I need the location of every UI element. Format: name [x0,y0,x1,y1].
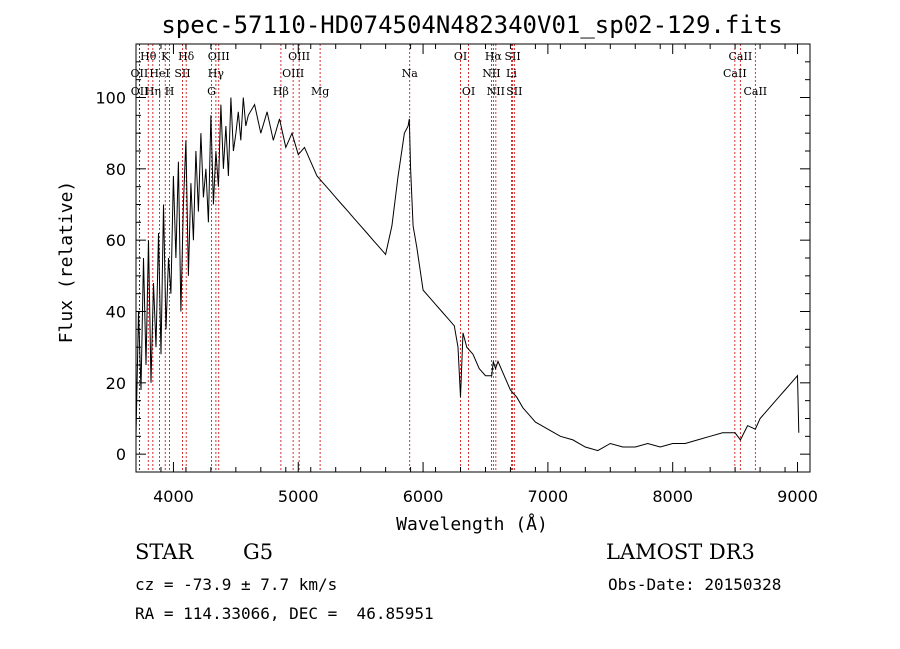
spectral-line-label: HeI [149,67,169,80]
x-axis-label: Wavelength (Å) [396,513,548,535]
chart-title: spec-57110-HD074504N482340V01_sp02-129.f… [161,11,782,39]
spectral-line-label: SII [504,50,520,63]
spectral-line-label: Hγ [208,67,225,80]
x-tick-label: 6000 [403,487,444,506]
x-tick-label: 4000 [153,487,194,506]
spectral-line-label: OIII [208,50,230,63]
spectral-line-label: OI [462,85,475,98]
spectral-line-label: Li [506,67,517,80]
spectral-line-label: Hη [145,85,161,98]
spectral-line-label: CaII [729,50,753,63]
spectral-line-label: Na [402,67,419,80]
y-tick-label: 100 [95,89,126,108]
spectral-line-label: OI [454,50,467,63]
y-tick-label: 80 [106,160,126,179]
x-tick-label: 7000 [528,487,569,506]
x-axis: 4000 5000 6000 7000 8000 9000 [135,44,818,506]
spectral-line-label: SII [506,85,522,98]
y-tick-label: 0 [116,445,126,464]
coordinates: RA = 114.33066, DEC = 46.85951 [135,604,434,623]
radial-velocity: cz = -73.9 ± 7.7 km/s [135,575,338,594]
x-tick-label: 5000 [278,487,319,506]
object-class: STAR [135,540,194,564]
spectral-line-markers [138,44,756,472]
spectral-line-label: CaII [743,85,767,98]
spectral-line-label: NII [487,85,505,98]
spectral-line-label: Mg [311,85,329,98]
spectral-line-label: OII [131,67,149,80]
x-tick-label: 9000 [777,487,818,506]
spectral-line-label: H [165,85,175,98]
spectrum-series-line [135,97,800,452]
spectral-line-label: Hθ [140,50,157,63]
spectral-line-label: G [207,85,216,98]
spectral-line-label: CaII [723,67,747,80]
spectral-line-label: NII [482,67,500,80]
spectral-line-label: Hδ [178,50,195,63]
spectral-line-label: Hα [485,50,503,63]
y-tick-label: 40 [106,303,126,322]
plot-frame [135,43,811,473]
x-tick-label: 8000 [652,487,693,506]
y-axis-label: Flux (relative) [56,181,77,344]
y-tick-label: 20 [106,374,126,393]
spectral-line-label: Hβ [273,85,289,98]
spectral-line-label: OII [131,85,149,98]
spectral-line-label: SII [174,67,190,80]
observation-date: Obs-Date: 20150328 [608,575,782,594]
spectral-line-label: K [161,50,170,63]
y-axis: 0 20 40 60 80 100 [95,61,810,464]
spectral-line-label: OIII [288,50,310,63]
y-tick-label: 60 [106,231,126,250]
spectral-line-label: OIII [282,67,304,80]
survey-name: LAMOST DR3 [606,540,755,564]
object-subclass: G5 [243,540,274,564]
